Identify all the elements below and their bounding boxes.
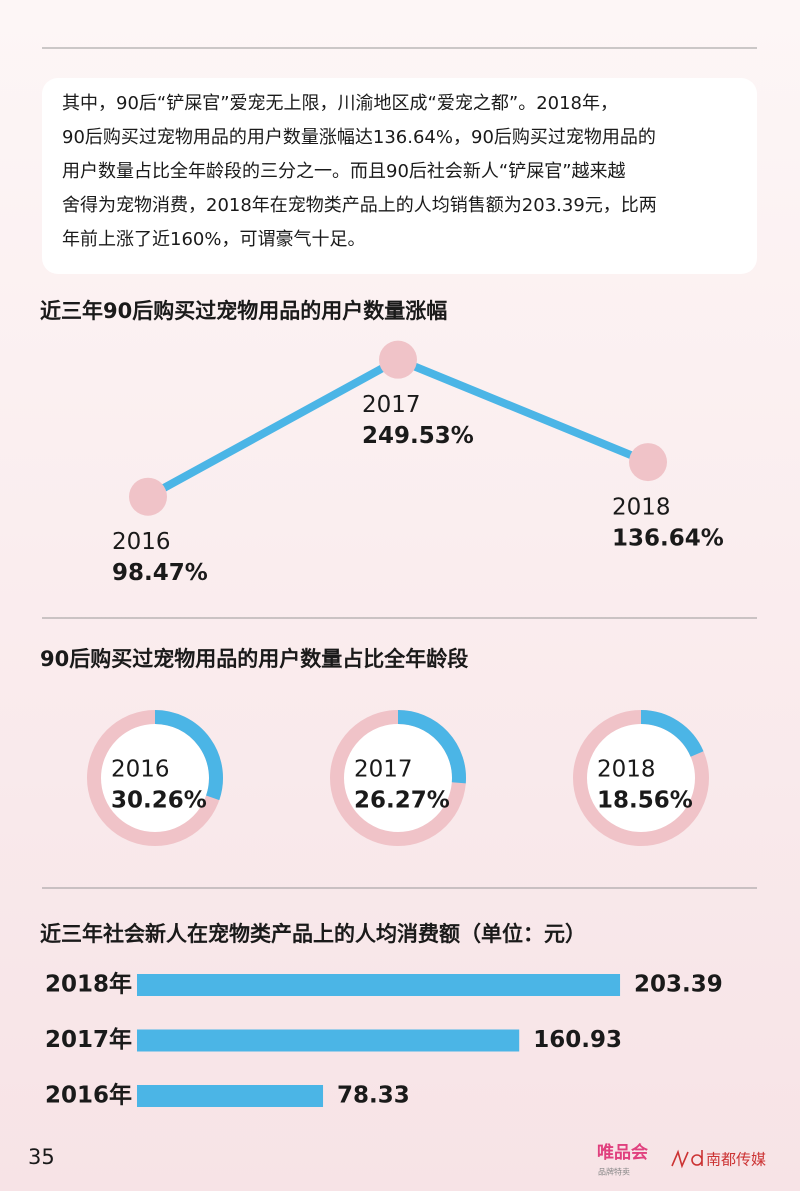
point <box>129 477 167 516</box>
value-label: 136.64% <box>612 526 724 552</box>
text-box <box>42 78 757 274</box>
category-label: 2018年 <box>45 971 132 998</box>
category-label: 2016 <box>112 529 171 555</box>
chart-title: 90后购买过宠物用品的用户数量占比全年龄段 <box>40 647 468 671</box>
paragraph-line: 舍得为宠物消费，2018年在宠物类产品上的人均销售额为203.39元，比两 <box>62 195 657 216</box>
category-label: 2018 <box>597 757 656 783</box>
point <box>379 340 417 379</box>
logo-vip-sub: 品牌特卖 <box>598 1167 630 1177</box>
page-number: 35 <box>28 1145 55 1169</box>
paragraph-line: 用户数量占比全年龄段的三分之一。而且90后社会新人“铲屎官”越来越 <box>62 161 626 182</box>
paragraph-line: 年前上涨了近160%，可谓豪气十足。 <box>62 229 365 250</box>
category-label: 2018 <box>612 495 671 521</box>
value-label: 26.27% <box>354 788 450 814</box>
donut-segment <box>154 710 223 801</box>
category-label: 2017 <box>362 392 421 418</box>
paragraph: 其中，90后“铲屎官”爱宠无上限，川渝地区成“爱宠之都”。2018年， 90后购买… <box>62 93 657 250</box>
category-label: 2017年 <box>45 1026 132 1053</box>
category-label: 2017 <box>354 757 413 783</box>
value-label: 249.53% <box>362 423 474 449</box>
paragraph-line: 90后购买过宠物用品的用户数量涨幅达136.64%，90后购买过宠物用品的 <box>62 127 656 148</box>
donut-segment <box>397 710 466 784</box>
logo-nd: 南都传媒 <box>706 1151 766 1169</box>
chart-title: 近三年社会新人在宠物类产品上的人均消费额（单位：元） <box>40 922 586 946</box>
value-label: 30.26% <box>111 788 207 814</box>
category-label: 2016 <box>111 757 170 783</box>
value-label: 18.56% <box>597 788 693 814</box>
point <box>629 443 667 482</box>
logo-nd-mark <box>671 1149 703 1169</box>
category-label: 2016年 <box>45 1082 132 1109</box>
value-label: 98.47% <box>112 560 208 586</box>
donut-segment <box>640 710 704 758</box>
bar <box>137 1085 324 1107</box>
bar <box>137 1029 520 1052</box>
logo-vip: 唯品会 <box>597 1142 648 1163</box>
value-label: 160.93 <box>533 1027 622 1053</box>
paragraph-line: 其中，90后“铲屎官”爱宠无上限，川渝地区成“爱宠之都”。2018年， <box>62 93 618 114</box>
value-label: 78.33 <box>337 1083 410 1109</box>
bar <box>137 974 621 996</box>
chart-title: 近三年90后购买过宠物用品的用户数量涨幅 <box>40 299 447 323</box>
value-label: 203.39 <box>634 972 723 998</box>
